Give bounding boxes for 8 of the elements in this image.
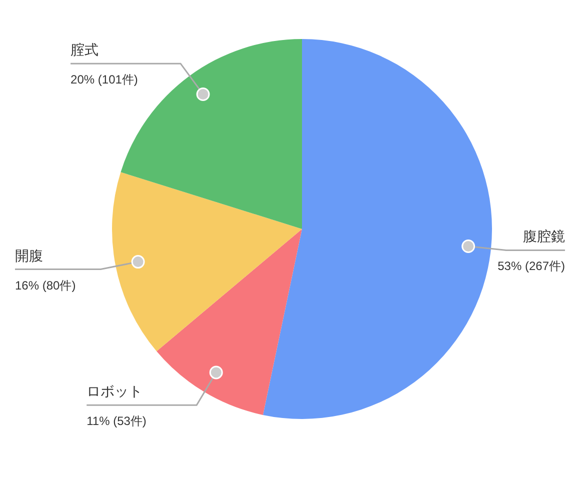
data-label: 20% (101件): [70, 72, 138, 87]
data-label: 16% (80件): [15, 278, 76, 292]
slice-label: 腹腔鏡: [523, 228, 565, 244]
slice-label: ロボット: [86, 383, 143, 400]
slice-label: 腟式: [70, 42, 99, 58]
data-label: 11% (53件): [86, 414, 146, 428]
slice-label: 開腹: [15, 247, 43, 264]
data-label: 53% (267件): [498, 259, 565, 274]
